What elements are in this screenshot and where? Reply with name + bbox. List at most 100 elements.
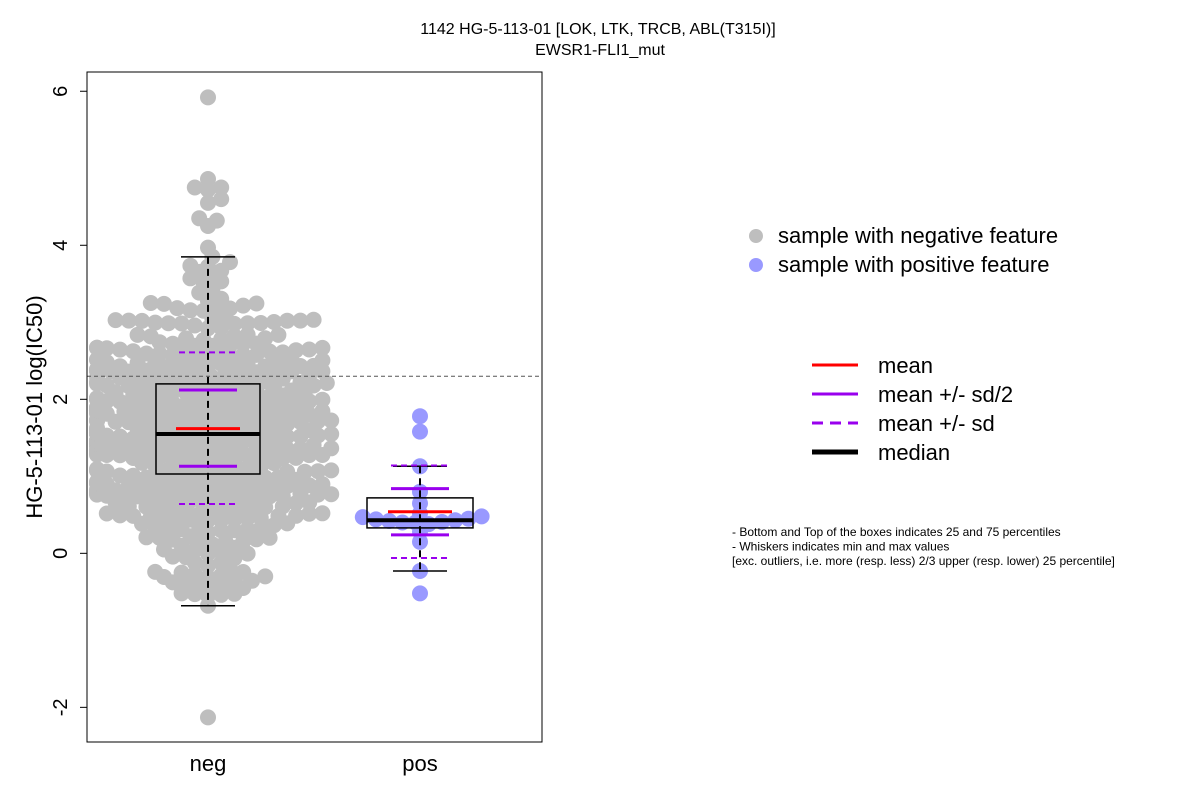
data-point-neg [222, 254, 238, 271]
y-tick-label: 6 [50, 86, 72, 97]
data-point-neg [120, 312, 137, 329]
data-point-neg [173, 564, 190, 581]
data-point-neg [89, 339, 105, 356]
data-point-neg [112, 341, 128, 358]
data-point-neg [314, 339, 331, 356]
data-point-neg [191, 210, 208, 227]
data-point-neg [125, 343, 142, 360]
data-point-neg [323, 462, 340, 479]
x-tick-label-pos: pos [402, 751, 437, 776]
data-point-neg [112, 467, 128, 484]
points-layer [89, 89, 490, 726]
data-point-neg [138, 529, 155, 546]
legend: sample with negative feature sample with … [749, 223, 1058, 465]
data-point-neg [239, 315, 256, 332]
note-line: - Bottom and Top of the boxes indicates … [732, 525, 1061, 539]
data-point-neg [270, 326, 287, 343]
legend-point-marker [749, 229, 763, 243]
legend-point-marker [749, 258, 763, 272]
legend-line-label: mean +/- sd [878, 411, 995, 436]
data-point-neg [107, 312, 124, 329]
data-point-neg [248, 295, 265, 312]
data-point-neg [200, 239, 216, 256]
data-point-neg [213, 179, 230, 196]
data-point-neg [125, 467, 142, 484]
data-point-neg [112, 428, 128, 445]
data-point-neg [292, 440, 309, 457]
legend-point-label: sample with negative feature [778, 223, 1058, 248]
data-point-neg [89, 461, 105, 478]
data-point-neg [235, 297, 252, 314]
data-point-neg [186, 317, 203, 334]
data-point-neg [261, 343, 278, 360]
x-tick-label-neg: neg [190, 751, 227, 776]
data-point-neg [266, 314, 282, 330]
y-tick-label: 2 [50, 394, 72, 405]
data-point-pos [354, 509, 371, 526]
data-point-neg [314, 352, 331, 369]
data-point-neg [292, 312, 309, 329]
data-point-neg [314, 476, 331, 493]
legend-line-label: mean [878, 353, 933, 378]
data-point-neg [142, 328, 159, 345]
x-axis: neg pos [190, 751, 438, 776]
data-point-neg [200, 89, 216, 106]
data-point-neg [301, 505, 318, 522]
legend-line-label: mean +/- sd/2 [878, 382, 1013, 407]
data-point-neg [112, 358, 128, 375]
data-point-neg [134, 312, 150, 329]
data-point-pos [412, 408, 428, 425]
data-point-neg [129, 326, 146, 343]
data-point-neg [213, 331, 230, 348]
note-line: - Whiskers indicates min and max values [732, 540, 949, 554]
data-point-neg [169, 300, 186, 317]
data-point-pos [473, 508, 490, 525]
legend-line-label: median [878, 440, 950, 465]
chart-title: 1142 HG-5-113-01 [LOK, LTK, TRCB, ABL(T3… [420, 21, 775, 38]
data-point-neg [239, 326, 256, 343]
data-point-neg [314, 505, 331, 522]
data-point-neg [164, 335, 181, 352]
data-point-neg [138, 345, 155, 362]
data-point-neg [235, 533, 252, 550]
data-point-neg [208, 212, 225, 229]
data-point-neg [182, 302, 199, 319]
chart-subtitle: EWSR1-FLI1_mut [535, 42, 665, 59]
data-point-neg [226, 328, 243, 344]
data-point-neg [98, 505, 115, 522]
data-point-neg [305, 311, 322, 328]
data-point-neg [89, 473, 105, 490]
data-point-neg [288, 342, 304, 359]
notes: - Bottom and Top of the boxes indicates … [732, 525, 1115, 568]
box-pos [366, 497, 474, 529]
note-line: [exc. outliers, i.e. more (resp. less) 2… [732, 554, 1115, 568]
data-point-neg [279, 463, 296, 480]
data-point-neg [200, 709, 216, 726]
data-point-neg [142, 295, 159, 311]
data-point-neg [314, 391, 331, 408]
data-point-neg [296, 463, 313, 480]
data-point-pos [412, 423, 428, 440]
data-point-neg [257, 568, 274, 585]
data-point-neg [186, 179, 203, 196]
data-point-neg [89, 390, 105, 407]
data-point-neg [213, 191, 230, 208]
data-point-neg [274, 344, 291, 361]
y-tick-label: 4 [50, 240, 72, 251]
y-tick-label: -2 [50, 698, 72, 716]
data-point-neg [200, 194, 216, 211]
data-point-neg [314, 403, 331, 420]
data-point-neg [200, 171, 216, 187]
legend-point-label: sample with positive feature [778, 252, 1049, 277]
data-point-neg [200, 569, 216, 586]
data-point-neg [156, 295, 172, 312]
stats-layer [155, 256, 474, 607]
data-point-neg [301, 477, 318, 494]
data-point-neg [235, 564, 252, 580]
data-point-neg [178, 330, 194, 347]
data-point-neg [248, 346, 265, 363]
data-point-neg [310, 463, 326, 480]
y-tick-label: 0 [50, 548, 72, 559]
data-point-neg [323, 440, 340, 457]
